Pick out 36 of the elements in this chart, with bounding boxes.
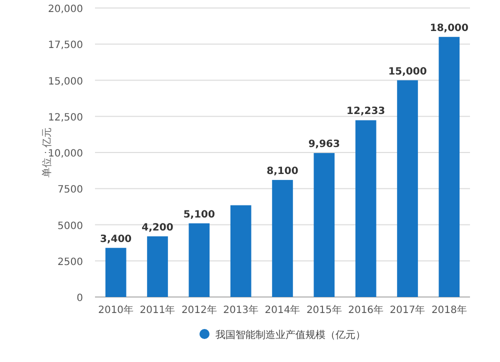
bar bbox=[147, 236, 168, 297]
y-tick-label: 10,000 bbox=[48, 148, 83, 160]
x-tick-label: 2011年 bbox=[140, 304, 176, 316]
x-tick-label: 2010年 bbox=[98, 304, 134, 316]
data-label: 18,000 bbox=[430, 22, 468, 34]
y-tick-label: 7500 bbox=[58, 184, 83, 196]
y-tick-label: 5000 bbox=[58, 220, 83, 232]
bar bbox=[105, 248, 126, 297]
x-tick-label: 2013年 bbox=[223, 304, 259, 316]
data-label: 9,963 bbox=[308, 139, 340, 150]
bar bbox=[438, 36, 460, 297]
y-tick-label: 17,500 bbox=[48, 40, 83, 52]
legend-label: 我国智能制造业产值规模（亿元） bbox=[216, 329, 366, 341]
x-tick-label: 2012年 bbox=[181, 304, 217, 316]
bar bbox=[314, 153, 335, 297]
y-tick-label: 12,500 bbox=[48, 112, 83, 124]
data-label: 5,100 bbox=[183, 209, 216, 220]
y-tick-label: 15,000 bbox=[48, 76, 83, 88]
y-tick-label: 20,000 bbox=[48, 4, 83, 15]
bar bbox=[397, 80, 418, 297]
data-label: 12,233 bbox=[346, 106, 386, 118]
bar bbox=[230, 205, 252, 297]
bar bbox=[188, 223, 210, 297]
data-label: 4,200 bbox=[142, 222, 174, 234]
data-label: 8,100 bbox=[266, 166, 298, 177]
x-tick-label: 2015年 bbox=[306, 304, 342, 316]
x-tick-label: 2018年 bbox=[431, 304, 467, 316]
y-tick-label: 2500 bbox=[58, 256, 83, 268]
x-tick-label: 2014年 bbox=[264, 304, 300, 316]
bar bbox=[272, 180, 293, 297]
data-label: 15,000 bbox=[388, 66, 427, 78]
data-label: 3,400 bbox=[100, 234, 132, 245]
x-tick-label: 2017年 bbox=[390, 304, 426, 316]
x-tick-label: 2016年 bbox=[348, 304, 384, 316]
y-tick-label: 0 bbox=[76, 293, 83, 304]
bar bbox=[355, 120, 376, 297]
